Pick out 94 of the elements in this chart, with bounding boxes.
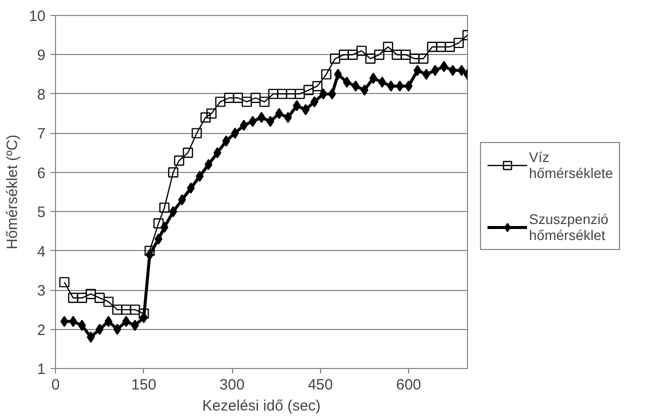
point <box>352 80 360 92</box>
point <box>448 64 457 76</box>
point <box>330 54 340 64</box>
point <box>378 76 386 88</box>
y-tick-label: 8 <box>37 86 46 104</box>
point <box>215 96 226 107</box>
x-tick-label: 0 <box>51 376 60 394</box>
point <box>422 68 430 80</box>
y-tick-label: 1 <box>37 361 46 378</box>
point <box>369 72 378 84</box>
point <box>250 92 261 103</box>
point <box>112 304 122 315</box>
x-tick-label: 300 <box>220 376 245 394</box>
point <box>94 292 105 303</box>
point <box>248 116 257 127</box>
point <box>356 46 367 56</box>
point <box>186 182 195 194</box>
point <box>436 42 446 52</box>
point <box>174 156 184 166</box>
point <box>404 80 413 92</box>
point <box>69 316 78 328</box>
point <box>259 96 270 107</box>
point <box>242 96 252 107</box>
point <box>400 50 411 60</box>
point <box>302 104 310 116</box>
point <box>206 108 217 119</box>
y-tick-label: 10 <box>28 8 46 25</box>
point <box>266 116 274 127</box>
point <box>159 202 170 213</box>
point <box>232 92 244 103</box>
point <box>275 108 284 120</box>
point <box>454 38 464 48</box>
x-tick-label: 450 <box>308 376 333 394</box>
point <box>312 81 323 92</box>
point <box>130 304 140 315</box>
point <box>409 54 420 64</box>
point <box>169 206 178 218</box>
point <box>213 147 222 158</box>
point <box>418 54 428 64</box>
point <box>286 88 296 100</box>
legend-label: Víz hőmérséklete <box>529 149 614 181</box>
point <box>240 120 248 131</box>
point <box>222 135 230 147</box>
y-tick-label: 4 <box>37 243 46 260</box>
y-axis-title: Hőmérséklet (ºC) <box>4 134 21 250</box>
point <box>59 277 70 288</box>
point <box>182 148 194 158</box>
point <box>382 42 394 52</box>
point <box>144 246 155 256</box>
point <box>431 64 440 76</box>
point <box>86 332 95 343</box>
point <box>365 54 376 64</box>
y-tick-label: 5 <box>37 204 46 222</box>
point <box>68 292 78 303</box>
point <box>103 296 114 307</box>
legend-label: Szuszpenzió hőmérséklet <box>529 211 608 243</box>
point <box>192 128 202 138</box>
y-tick-label: 2 <box>37 322 46 339</box>
point <box>458 64 466 76</box>
point <box>122 316 130 328</box>
point <box>277 88 288 100</box>
point <box>321 69 332 80</box>
x-tick-label: 150 <box>131 376 156 394</box>
point <box>292 100 301 112</box>
point <box>374 50 384 60</box>
point <box>319 88 328 100</box>
y-tick-label: 7 <box>37 126 46 143</box>
point <box>60 316 68 328</box>
point <box>392 50 402 60</box>
point <box>427 42 438 52</box>
point <box>200 112 211 123</box>
point <box>196 170 204 182</box>
point <box>86 288 96 300</box>
point <box>96 324 104 335</box>
point <box>168 167 178 178</box>
point <box>444 42 455 52</box>
point <box>303 84 314 96</box>
point <box>268 88 278 100</box>
x-axis-title: Kezelési idő (sec) <box>202 398 321 414</box>
point <box>294 88 305 100</box>
point <box>113 324 122 335</box>
y-tick-label: 6 <box>37 164 46 182</box>
x-tick-label: 600 <box>396 376 422 394</box>
point <box>153 218 164 228</box>
y-tick-label: 3 <box>37 282 46 300</box>
point <box>338 50 349 60</box>
point <box>121 304 132 315</box>
point <box>328 88 336 100</box>
point <box>76 292 88 303</box>
point <box>224 92 234 103</box>
point <box>348 50 358 60</box>
y-tick-label: 9 <box>37 47 46 64</box>
point <box>396 80 404 92</box>
point <box>342 76 351 88</box>
